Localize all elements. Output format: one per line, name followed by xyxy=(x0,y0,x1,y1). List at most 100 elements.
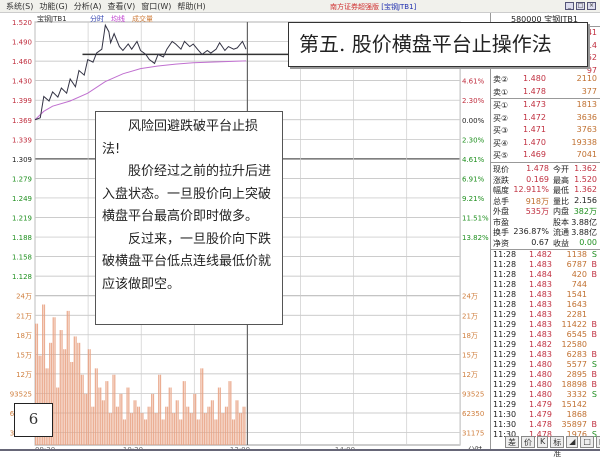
ask-row: 卖① 1.478 377 xyxy=(493,87,599,99)
toolbar-button[interactable]: 标准 xyxy=(550,436,565,458)
volume-bar xyxy=(173,413,176,445)
stat-row-cell: 总手 xyxy=(493,196,509,206)
menu-item[interactable]: 窗口(W) xyxy=(141,1,172,11)
volume-bar xyxy=(121,393,123,445)
time-tick-label: 14:00 xyxy=(335,446,355,450)
price-tick-label: 1.188 xyxy=(12,234,32,242)
toolbar-button[interactable]: ◢ xyxy=(566,436,579,448)
tick-row-cell: 11:29 xyxy=(493,400,517,409)
tick-row-cell: 1.483 xyxy=(529,260,552,269)
stat-row-cell: 535万 xyxy=(525,207,549,216)
toolbar-button[interactable]: K xyxy=(537,436,549,448)
volume-bar xyxy=(168,387,170,445)
volume-bar xyxy=(136,406,139,445)
hidden-ask-row-cell: 52 xyxy=(586,53,597,62)
volume-bar xyxy=(221,413,223,445)
volume-bar xyxy=(128,387,130,445)
volume-bar xyxy=(35,323,37,445)
volume-bar xyxy=(107,381,109,445)
stat-row-cell: 236.87% xyxy=(513,227,549,236)
volume-bar xyxy=(161,419,163,445)
stat-row: 换手 236.87% 流通 3.88亿 xyxy=(493,227,599,239)
tick-row: 11:29 1.483 11422 B xyxy=(493,320,599,332)
bid-row-cell: 1.469 xyxy=(523,150,546,159)
volume-bar xyxy=(226,406,228,445)
time-tick-label: 09:30 xyxy=(35,446,55,450)
volume-bar xyxy=(200,368,202,445)
tick-row: 11:30 1.478 1976 S xyxy=(493,430,599,442)
volume-bar xyxy=(131,413,134,445)
tick-row-cell: 35897 xyxy=(561,420,587,429)
tick-row-cell: 11:29 xyxy=(493,330,517,339)
volume-tick-label-right: 24万 xyxy=(462,293,478,301)
price-tick-label: 1.430 xyxy=(12,78,32,86)
volume-bar xyxy=(235,400,237,445)
volume-bar xyxy=(149,406,151,445)
menu-item[interactable]: 功能(G) xyxy=(39,1,68,11)
tick-row: 11:28 1.483 1643 xyxy=(493,300,599,312)
toolbar-button[interactable]: 差 xyxy=(505,436,519,448)
stat-row-cell: 1.362 xyxy=(574,164,597,173)
hidden-ask-row: 14 xyxy=(493,41,599,53)
minimize-icon[interactable]: _ xyxy=(565,2,574,10)
ask-row-cell: 1.478 xyxy=(523,86,546,96)
tick-row-cell: 744 xyxy=(571,280,587,289)
explanation-para-3: 反过来，一旦股价向下跌破横盘平台低点连线最低价就应该做即空。 xyxy=(102,231,272,292)
bid-row: 买① 1.473 1813 xyxy=(493,100,599,112)
tick-row-cell: 1868 xyxy=(566,410,587,419)
volume-bar xyxy=(228,381,230,445)
volume-bar xyxy=(87,349,90,445)
stat-row-cell: 换手 xyxy=(493,228,509,237)
panel-header: 580000 宝钢JTB1 xyxy=(493,14,599,26)
volume-bar xyxy=(110,413,112,445)
tick-row-cell: 11:28 xyxy=(493,280,517,289)
tick-row-cell: 15142 xyxy=(561,400,587,409)
stat-row-cell: 1.362 xyxy=(574,185,597,194)
tick-row-cell: B xyxy=(591,380,598,389)
stat-row-cell: 量比 xyxy=(553,196,569,206)
tick-row: 11:29 1.480 2895 B xyxy=(493,370,599,382)
volume-bar xyxy=(205,413,207,445)
volume-bar xyxy=(179,419,181,445)
volume-bar xyxy=(196,419,199,445)
tick-row-cell: 6787 xyxy=(566,260,587,269)
bid-row: 买⑤ 1.469 7041 xyxy=(493,150,599,162)
menu-item[interactable]: 帮助(H) xyxy=(177,1,206,11)
volume-bar xyxy=(94,368,97,445)
volume-bar xyxy=(195,393,197,445)
toolbar-button[interactable]: ▥ xyxy=(595,436,600,448)
volume-bar xyxy=(223,413,225,445)
percent-tick-label: 2.30% xyxy=(462,97,485,105)
price-line xyxy=(34,23,247,121)
average-price-line xyxy=(34,60,247,121)
close-icon[interactable]: × xyxy=(587,2,596,10)
tick-row-cell: 6283 xyxy=(566,350,587,359)
toolbar-button[interactable]: □ xyxy=(580,436,594,448)
restore-icon[interactable]: □ xyxy=(576,2,585,10)
ask-row-cell: 卖② xyxy=(493,75,509,84)
hidden-ask-row: 97 xyxy=(493,66,599,78)
percent-tick-label: 2.30% xyxy=(462,136,485,144)
volume-bar xyxy=(144,419,146,445)
volume-bar xyxy=(212,400,214,445)
menu-item[interactable]: 查看(V) xyxy=(107,1,136,11)
quote-panel: 580000 宝钢JTB1 41 14 52 97 卖② 1.480 2110 卖① 1.478 3… xyxy=(490,13,600,450)
tick-row-cell: 1.483 xyxy=(529,290,552,299)
toolbar-button[interactable]: 价 xyxy=(521,436,535,448)
stat-row-cell: 最高 xyxy=(553,175,569,185)
menu-bar: 系统(S) 功能(G) 分析(A) 查看(V) 窗口(W) 帮助(H) xyxy=(0,0,600,13)
volume-bar xyxy=(75,336,77,445)
volume-bar xyxy=(38,355,40,445)
volume-bar xyxy=(82,374,84,445)
menu-item[interactable]: 系统(S) xyxy=(6,1,34,11)
stat-row: 现价 1.478 今开 1.362 xyxy=(493,164,599,176)
volume-tick-label-right: 31175 xyxy=(462,430,484,438)
bid-row-cell: 19338 xyxy=(571,137,597,147)
volume-bar xyxy=(54,317,56,445)
legend-name: 宝钢JTB1 xyxy=(37,14,67,23)
menu-item[interactable]: 分析(A) xyxy=(73,1,102,11)
volume-bar xyxy=(230,381,232,445)
volume-bar xyxy=(216,419,218,445)
stat-row: 总手 918万 量比 2.156 xyxy=(493,196,599,208)
